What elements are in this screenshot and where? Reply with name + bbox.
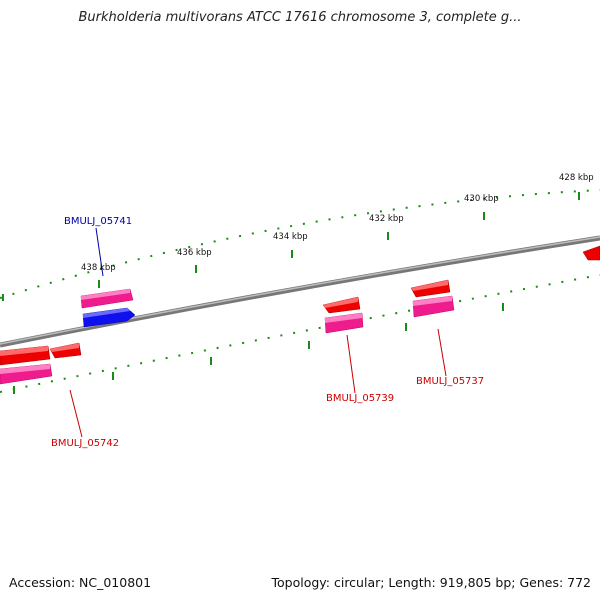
kbp-label: 436 kbp — [177, 248, 212, 258]
leader-line — [437, 328, 447, 377]
topology-info-text: Topology: circular; Length: 919,805 bp; … — [271, 575, 592, 590]
genome-backbone — [0, 235, 600, 348]
gene-feature-red-highlight — [323, 297, 358, 308]
gene-feature-red[interactable] — [582, 245, 600, 261]
gene-label-bmulj-05742[interactable]: BMULJ_05742 — [51, 438, 119, 449]
gene-feature-pink-highlight — [413, 296, 452, 306]
leader-lines — [69, 227, 447, 438]
gene-features[interactable] — [0, 245, 600, 385]
gene-feature-red-highlight — [0, 346, 48, 356]
kbp-label: 434 kbp — [273, 232, 308, 242]
leader-line — [69, 389, 83, 438]
gene-feature-pink-highlight — [81, 289, 130, 300]
gene-feature-pink-highlight — [325, 313, 362, 323]
outer-scale-ring — [0, 189, 600, 301]
leader-line — [95, 227, 104, 277]
kbp-label: 438 kbp — [81, 263, 116, 273]
gene-label-bmulj-05741[interactable]: BMULJ_05741 — [64, 216, 132, 227]
kbp-label: 432 kbp — [369, 214, 404, 224]
gene-feature-blue-highlight — [83, 308, 130, 318]
gene-feature-pink-highlight — [0, 364, 50, 374]
gene-feature-red-highlight — [411, 280, 448, 291]
gene-label-bmulj-05739[interactable]: BMULJ_05739 — [326, 393, 394, 404]
inner-scale-ring — [0, 274, 600, 394]
gene-label-bmulj-05737[interactable]: BMULJ_05737 — [416, 376, 484, 387]
leader-line — [346, 334, 356, 394]
kbp-label: 428 kbp — [559, 173, 594, 183]
kbp-label: 430 kbp — [464, 194, 499, 204]
accession-text: Accession: NC_010801 — [9, 575, 152, 590]
gene-feature-red-highlight — [50, 343, 79, 352]
map-title: Burkholderia multivorans ATCC 17616 chro… — [78, 10, 522, 25]
